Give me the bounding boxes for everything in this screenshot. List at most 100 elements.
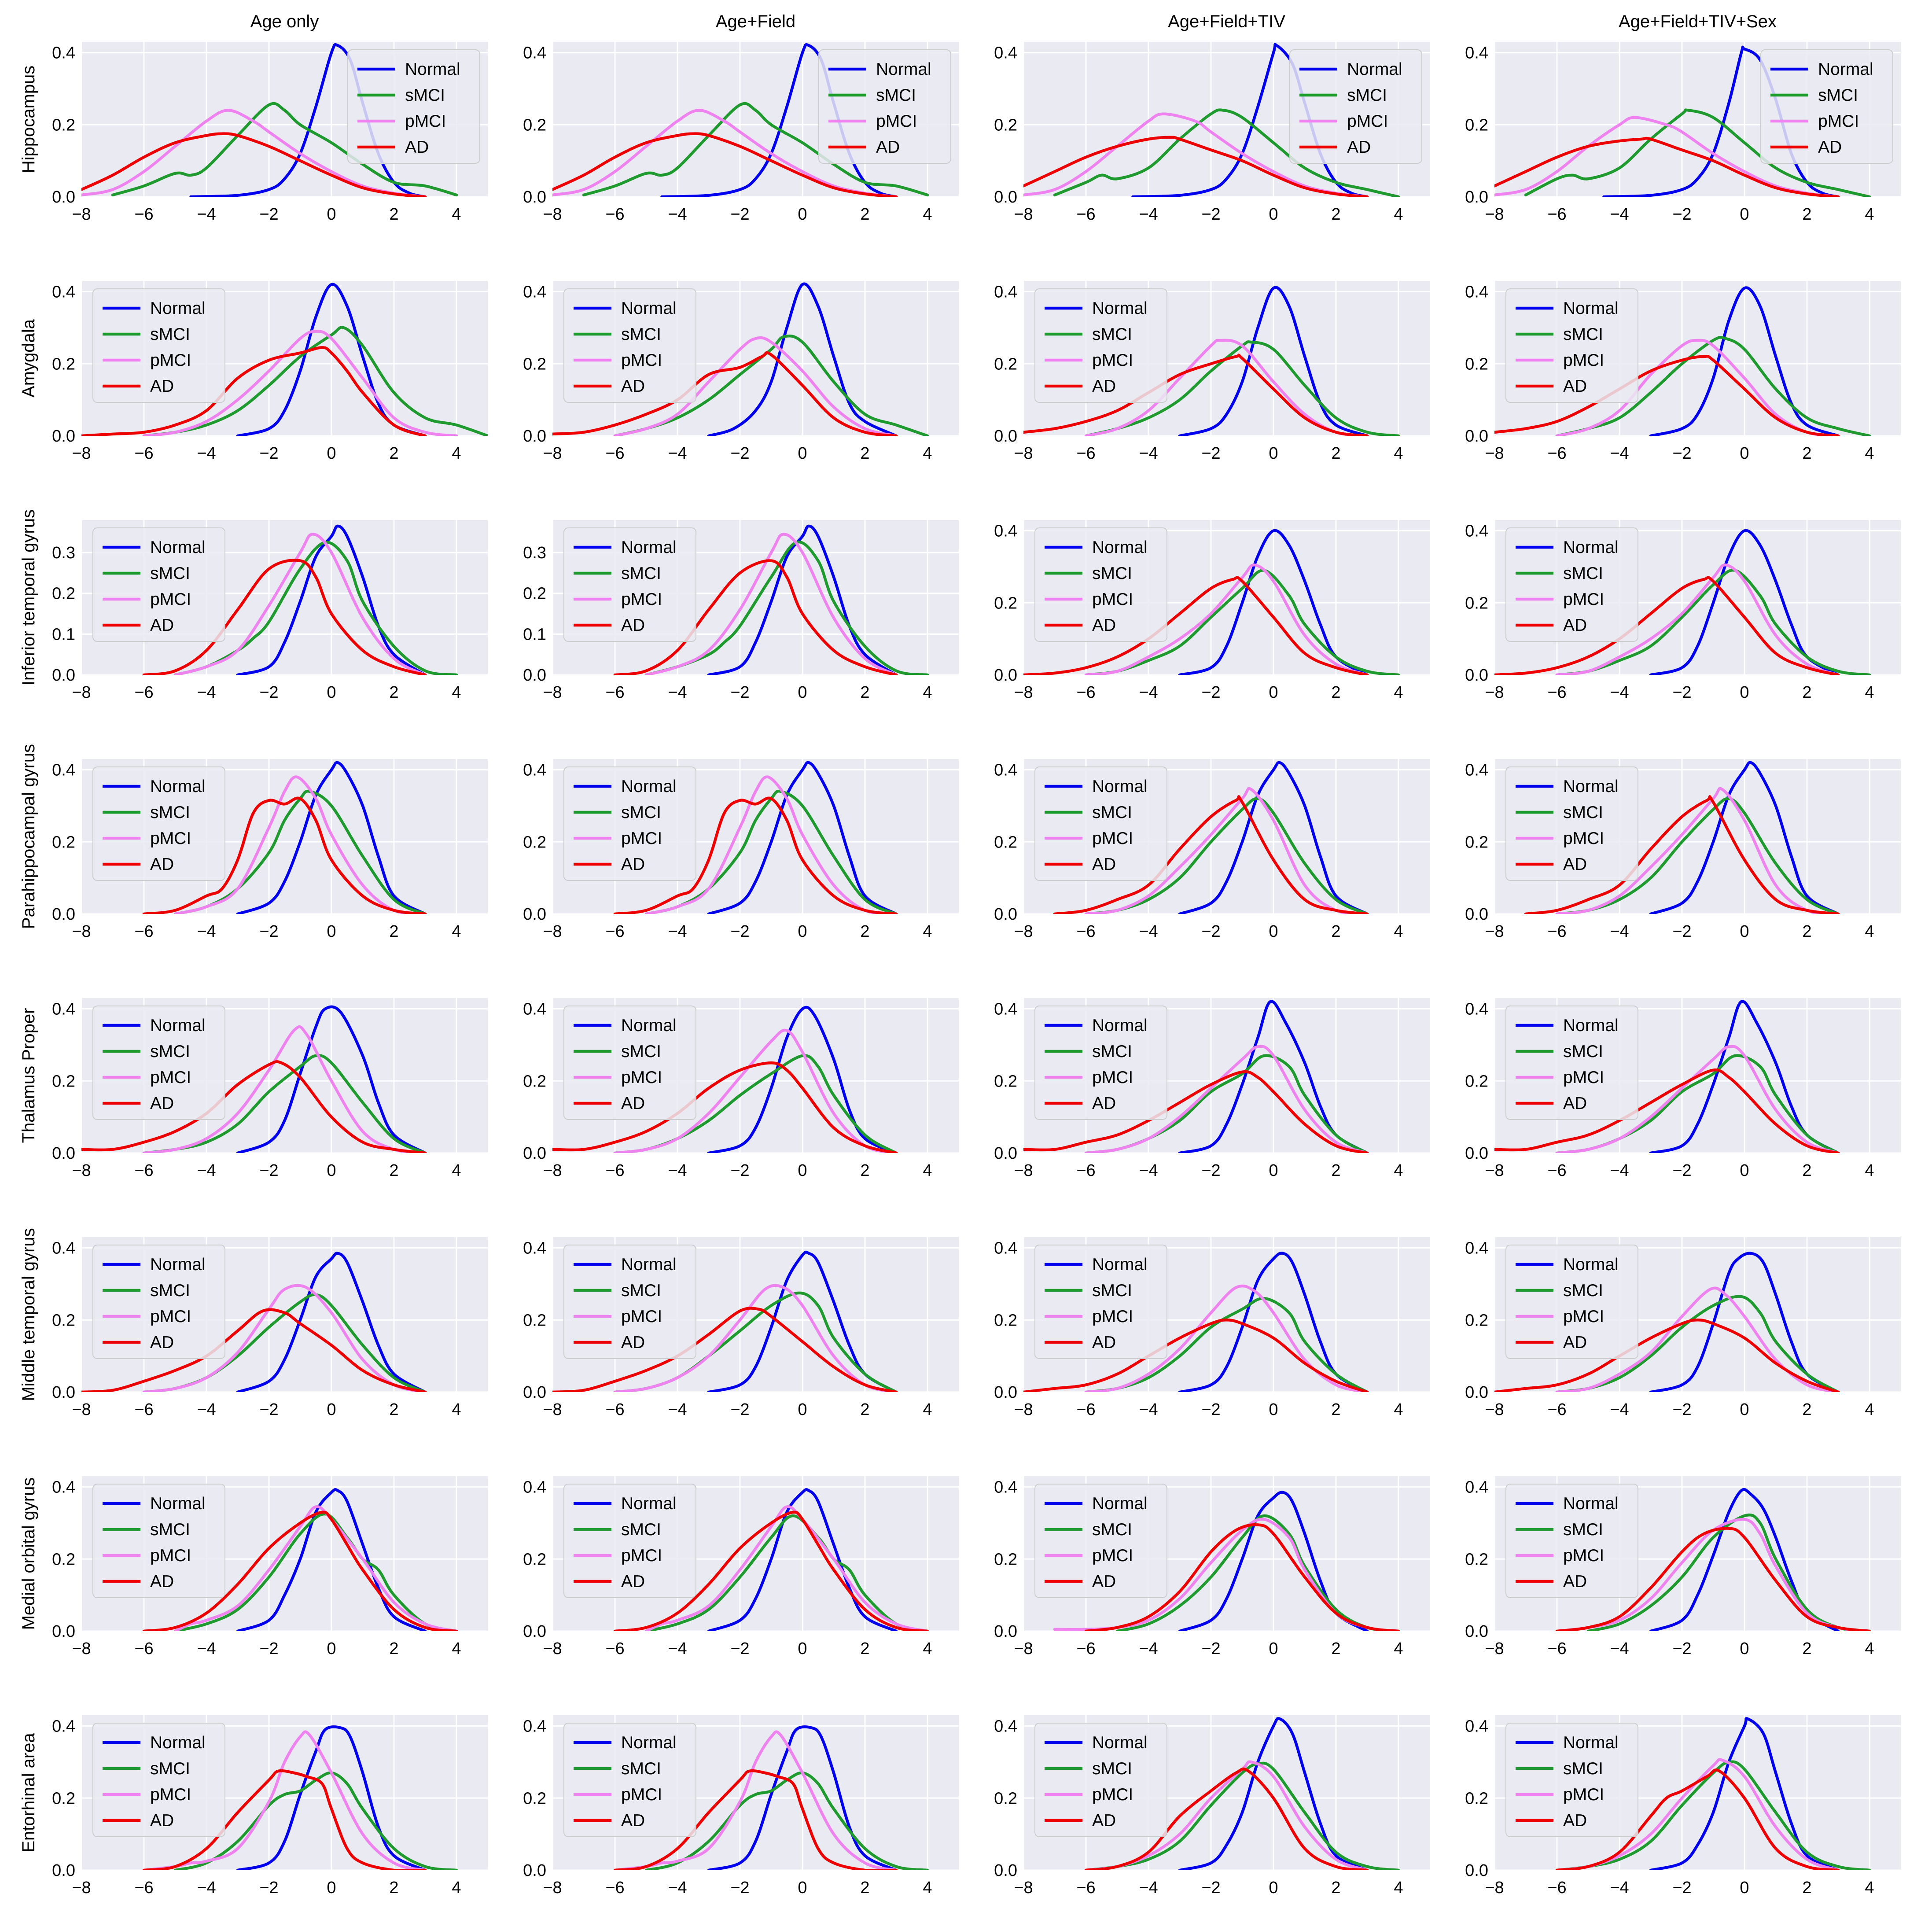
series-line-normal [1178,1000,1369,1153]
subplot: −8 −6 −4 −2 0 2 4 0.0 0.2 0.4 Normal sMCI pMCI AD [994,1476,1430,1658]
x-tick-label: −2 [1672,1161,1691,1180]
legend: Normal sMCI pMCI AD [1034,1006,1167,1120]
series-group [142,1725,458,1870]
y-tick-label: 0.0 [523,666,546,685]
legend: Normal sMCI pMCI AD [92,766,225,881]
legend-label: sMCI [1563,1520,1603,1539]
legend-label: Normal [1092,538,1148,557]
y-tick-label: 0.2 [52,1789,75,1808]
x-tick-label: 2 [860,1400,869,1419]
series-line-ad [1023,1319,1369,1392]
series-line-smci [582,102,929,197]
legend-label: Normal [150,777,206,796]
x-tick-label: 0 [1269,1639,1278,1658]
legend-label: sMCI [150,803,190,822]
legend-label: sMCI [621,564,661,583]
series-line-pmci [1084,1045,1369,1153]
series-line-pmci [1084,339,1369,436]
series-line-normal [236,1005,427,1153]
x-tick-label: 0 [798,1639,807,1658]
x-tick-label: 0 [327,1400,336,1419]
y-tick-label: 0.2 [523,585,546,603]
x-tick-label: −8 [543,683,562,702]
legend-box [92,1245,225,1359]
x-tick-label: −4 [1139,1161,1158,1180]
y-tick-label: 0.0 [994,188,1017,206]
x-tick-label: −6 [1547,1400,1566,1419]
y-tick-label: 0.0 [523,1383,546,1402]
subplot: −8 −6 −4 −2 0 2 4 0.0 0.2 0.4 Normal sMCI pMCI AD [523,281,959,463]
legend-label: Normal [1092,1255,1148,1274]
legend-label: Normal [621,299,677,318]
x-tick-label: −2 [1672,922,1691,941]
x-tick-label: −8 [1485,1400,1504,1419]
x-tick-label: −4 [668,1161,687,1180]
x-tick-label: −2 [1201,1400,1220,1419]
x-tick-label: 4 [923,1879,932,1897]
legend-box [818,49,951,164]
legend-box [92,1723,225,1837]
y-tick-label: 0.4 [994,1000,1017,1019]
subplot: −8 −6 −4 −2 0 2 4 0.0 0.1 0.2 0.3 Normal sMCI pMCI AD [523,520,959,702]
legend-label: pMCI [1563,590,1604,609]
legend-box [1034,1006,1167,1120]
series-group [1023,43,1400,197]
y-tick-label: 0.0 [52,188,75,206]
x-tick-label: −4 [1610,1639,1629,1658]
legend-label: pMCI [1563,1068,1604,1087]
series-line-pmci [1023,112,1369,197]
legend-label: pMCI [1092,1785,1133,1804]
legend-label: sMCI [1092,1281,1132,1300]
legend-box [1505,288,1638,403]
x-tick-label: 0 [1740,683,1749,702]
y-tick-label: 0.4 [52,44,75,63]
x-tick-label: 4 [1865,205,1874,224]
legend-label: Normal [150,1733,206,1752]
series-line-normal [1649,1488,1840,1631]
legend-label: Normal [1563,299,1619,318]
legend-label: AD [1092,377,1116,396]
x-tick-label: 2 [389,1161,398,1180]
series-group [613,761,898,914]
x-tick-label: 0 [798,683,807,702]
x-tick-label: −8 [1485,205,1504,224]
legend-label: AD [150,1094,174,1113]
subplot: −8 −6 −4 −2 0 2 4 0.0 0.2 0.4 Normal sMCI pMCI AD [52,1237,488,1419]
subplot: −8 −6 −4 −2 0 2 4 0.0 0.2 0.4 Normal sMCI pMCI AD [1465,759,1901,941]
x-tick-label: −2 [730,1400,749,1419]
y-tick-label: 0.0 [52,1144,75,1163]
series-line-pmci [1084,787,1369,914]
y-tick-label: 0.4 [523,1000,546,1019]
subplot: −8 −6 −4 −2 0 2 4 0.0 0.2 0.4 Normal sMCI pMCI AD [994,42,1430,224]
x-tick-label: 0 [1740,1879,1749,1897]
x-tick-label: 0 [1740,444,1749,463]
x-tick-label: −6 [605,1879,624,1897]
y-tick-label: 0.2 [994,1311,1017,1330]
x-tick-label: −2 [730,444,749,463]
series-line-normal [236,1488,427,1631]
series-group [142,1488,458,1631]
x-tick-label: 2 [1331,1161,1340,1180]
series-line-smci [1555,797,1840,914]
series-line-ad [142,559,427,675]
x-tick-label: −4 [668,683,687,702]
x-tick-label: −2 [1672,1879,1691,1897]
legend-label: AD [621,616,645,635]
x-tick-label: −8 [1485,1879,1504,1897]
series-group [552,43,929,197]
subplot: −8 −6 −4 −2 0 2 4 0.0 0.2 0.4 Normal sMCI pMCI AD [994,998,1430,1180]
x-tick-label: 2 [1802,205,1811,224]
legend-label: pMCI [621,351,662,370]
series-line-ad [142,1769,427,1870]
legend-label: sMCI [1092,1042,1132,1061]
series-group [552,282,929,436]
x-tick-label: −6 [1547,683,1566,702]
x-tick-label: 0 [1269,683,1278,702]
x-tick-label: 0 [798,205,807,224]
legend-label: Normal [1563,777,1619,796]
series-group [613,1488,929,1631]
series-line-pmci [173,1505,458,1631]
subplot: −8 −6 −4 −2 0 2 4 0.0 0.2 0.4 Normal sMCI pMCI AD [523,42,959,224]
x-tick-label: −6 [134,1879,153,1897]
series-line-ad [81,1060,427,1153]
